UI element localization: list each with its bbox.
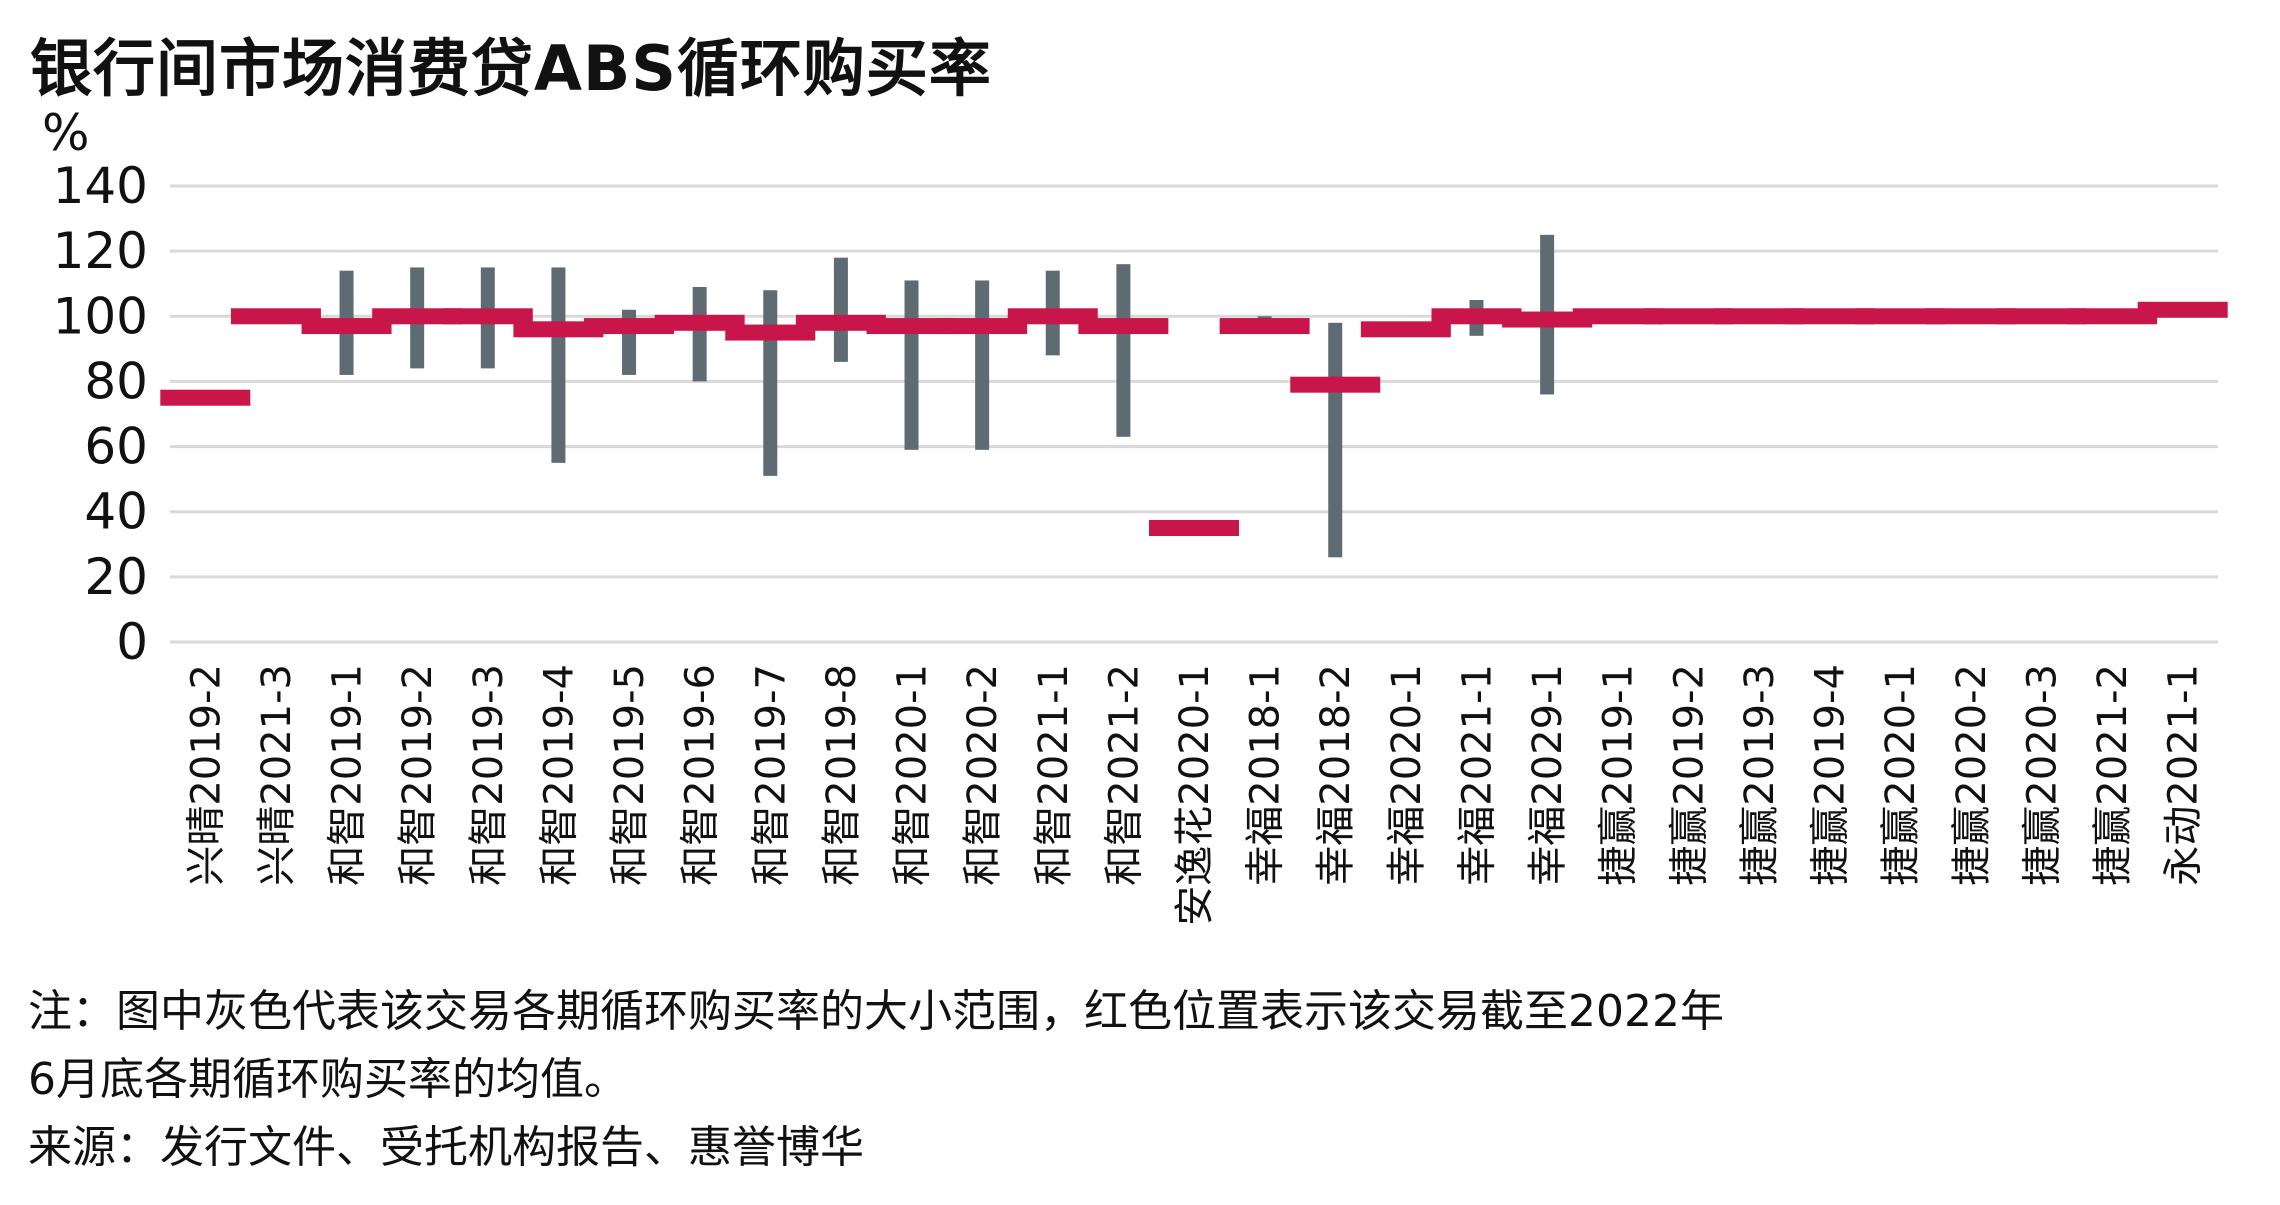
mean-marker-幸福2018-1 bbox=[1219, 318, 1310, 335]
x-tick-幸福2018-2: 幸福2018-2 bbox=[1313, 664, 1359, 886]
y-tick-0: 0 bbox=[116, 613, 148, 671]
mean-marker-安逸花2020-1 bbox=[1149, 520, 1239, 536]
footnotes: 注：图中灰色代表该交易各期循环购买率的大小范围，红色位置表示该交易截至2022年… bbox=[28, 978, 2268, 1182]
mean-marker-捷赢2019-2 bbox=[1643, 308, 1734, 325]
note-line-2: 6月底各期循环购买率的均值。 bbox=[28, 1054, 628, 1105]
x-tick-捷赢2020-3: 捷赢2020-3 bbox=[2019, 664, 2065, 886]
mean-marker-捷赢2019-3 bbox=[1713, 308, 1804, 325]
range-bar-和智2020-2 bbox=[975, 280, 990, 450]
y-tick-40: 40 bbox=[84, 483, 148, 541]
x-tick-和智2021-1: 和智2021-1 bbox=[1031, 664, 1077, 886]
y-tick-100: 100 bbox=[53, 287, 148, 345]
y-axis-unit-label: % bbox=[42, 104, 90, 162]
x-tick-安逸花2020-1: 安逸花2020-1 bbox=[1172, 664, 1218, 926]
x-tick-幸福2029-1: 幸福2029-1 bbox=[1525, 664, 1571, 886]
mean-marker-兴晴2021-3 bbox=[230, 308, 321, 325]
x-tick-和智2020-2: 和智2020-2 bbox=[960, 664, 1006, 886]
y-tick-80: 80 bbox=[84, 352, 148, 410]
x-tick-和智2019-6: 和智2019-6 bbox=[678, 664, 724, 886]
mean-marker-捷赢2019-4 bbox=[1784, 308, 1875, 325]
x-tick-兴晴2019-2: 兴晴2019-2 bbox=[183, 664, 229, 886]
x-axis-ticks: 兴晴2019-2 兴晴2021-3 和智2019-1 和智2019-2 和智2019-3… bbox=[183, 664, 2206, 926]
y-axis-ticks: 0 20 40 60 80 100 120 140 bbox=[53, 157, 148, 671]
range-bar-和智2019-8 bbox=[833, 257, 848, 362]
x-tick-捷赢2019-4: 捷赢2019-4 bbox=[1808, 664, 1854, 886]
mean-marker-捷赢2020-2 bbox=[1925, 308, 2016, 325]
mean-marker-和智2019-7 bbox=[725, 324, 816, 341]
mean-marker-和智2019-1 bbox=[301, 318, 392, 335]
x-tick-捷赢2019-1: 捷赢2019-1 bbox=[1596, 664, 1642, 886]
chart-title: 银行间市场消费贷ABS循环购买率 bbox=[30, 32, 992, 105]
x-tick-捷赢2020-2: 捷赢2020-2 bbox=[1949, 664, 1995, 886]
x-tick-捷赢2020-1: 捷赢2020-1 bbox=[1878, 664, 1924, 886]
range-bars bbox=[198, 234, 2190, 558]
mean-marker-幸福2029-1 bbox=[1502, 311, 1593, 328]
mean-marker-和智2019-8 bbox=[795, 314, 886, 331]
x-tick-幸福2018-1: 幸福2018-1 bbox=[1243, 664, 1289, 886]
x-tick-和智2019-8: 和智2019-8 bbox=[819, 664, 865, 886]
mean-markers bbox=[160, 301, 2228, 536]
x-tick-和智2019-1: 和智2019-1 bbox=[325, 664, 371, 886]
mean-marker-幸福2018-2 bbox=[1290, 376, 1381, 393]
x-tick-永动2021-1: 永动2021-1 bbox=[2161, 664, 2207, 886]
mean-marker-永动2021-1 bbox=[2137, 301, 2228, 318]
x-tick-和智2019-5: 和智2019-5 bbox=[607, 664, 653, 886]
mean-marker-捷赢2019-1 bbox=[1572, 308, 1663, 325]
x-tick-幸福2021-1: 幸福2021-1 bbox=[1454, 664, 1500, 886]
range-bar-和智2019-4 bbox=[551, 267, 566, 463]
range-bar-和智2019-6 bbox=[692, 286, 707, 382]
mean-marker-和智2021-1 bbox=[1007, 308, 1098, 325]
mean-marker-幸福2020-1 bbox=[1360, 321, 1451, 338]
x-tick-和智2021-2: 和智2021-2 bbox=[1101, 664, 1147, 886]
note-line-1: 注：图中灰色代表该交易各期循环购买率的大小范围，红色位置表示该交易截至2022年 bbox=[28, 986, 1724, 1037]
mean-marker-幸福2021-1 bbox=[1431, 308, 1522, 325]
x-tick-和智2019-3: 和智2019-3 bbox=[466, 664, 512, 886]
range-chart: % 0 20 40 60 80 100 120 140 兴晴2019-2 兴晴2021-3 和智2… bbox=[42, 104, 2228, 926]
mean-marker-和智2019-5 bbox=[584, 318, 675, 335]
mean-marker-和智2020-1 bbox=[866, 318, 957, 335]
x-tick-和智2019-2: 和智2019-2 bbox=[395, 664, 441, 886]
mean-marker-捷赢2021-2 bbox=[2067, 308, 2158, 325]
y-tick-140: 140 bbox=[53, 157, 148, 215]
range-bar-幸福2018-2 bbox=[1328, 322, 1343, 558]
mean-marker-和智2019-6 bbox=[654, 314, 745, 331]
x-tick-捷赢2019-3: 捷赢2019-3 bbox=[1737, 664, 1783, 886]
mean-marker-捷赢2020-3 bbox=[1996, 308, 2087, 325]
x-tick-捷赢2019-2: 捷赢2019-2 bbox=[1666, 664, 1712, 886]
y-tick-20: 20 bbox=[84, 548, 148, 606]
mean-marker-和智2019-2 bbox=[372, 308, 463, 325]
x-tick-和智2020-1: 和智2020-1 bbox=[890, 664, 936, 886]
mean-marker-兴晴2019-2 bbox=[160, 389, 251, 406]
x-tick-和智2019-7: 和智2019-7 bbox=[748, 664, 794, 886]
range-bar-和智2021-2 bbox=[1116, 264, 1131, 437]
mean-marker-和智2019-4 bbox=[513, 321, 604, 338]
y-tick-120: 120 bbox=[53, 222, 148, 280]
range-bar-和智2019-7 bbox=[763, 290, 778, 476]
mean-marker-和智2019-3 bbox=[442, 308, 533, 325]
y-tick-60: 60 bbox=[84, 418, 148, 476]
x-tick-兴晴2021-3: 兴晴2021-3 bbox=[254, 664, 300, 886]
mean-marker-和智2020-2 bbox=[937, 318, 1028, 335]
range-bar-和智2020-1 bbox=[904, 280, 919, 450]
x-tick-幸福2020-1: 幸福2020-1 bbox=[1384, 664, 1430, 886]
x-tick-和智2019-4: 和智2019-4 bbox=[536, 664, 582, 886]
source-line: 来源：发行文件、受托机构报告、惠誉博华 bbox=[28, 1122, 864, 1173]
x-tick-捷赢2021-2: 捷赢2021-2 bbox=[2090, 664, 2136, 886]
gridlines bbox=[170, 184, 2218, 644]
mean-marker-和智2021-2 bbox=[1078, 318, 1169, 335]
mean-marker-捷赢2020-1 bbox=[1855, 308, 1946, 325]
